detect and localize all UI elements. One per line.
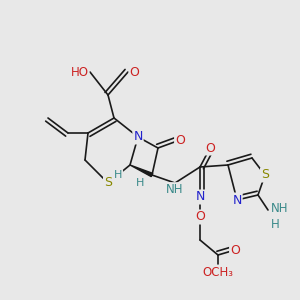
Text: H: H xyxy=(114,170,122,180)
Text: NH: NH xyxy=(271,202,289,215)
Text: O: O xyxy=(195,211,205,224)
Text: O: O xyxy=(130,65,140,79)
Text: N: N xyxy=(195,190,205,203)
Text: N: N xyxy=(133,130,143,143)
Text: N: N xyxy=(232,194,242,206)
Text: S: S xyxy=(104,176,112,190)
Text: H: H xyxy=(271,218,280,232)
Text: OCH₃: OCH₃ xyxy=(202,266,233,278)
Text: H: H xyxy=(136,178,144,188)
Text: O: O xyxy=(175,134,185,146)
Text: S: S xyxy=(261,169,269,182)
Text: O: O xyxy=(230,244,240,256)
Polygon shape xyxy=(130,165,153,177)
Text: HO: HO xyxy=(70,65,88,79)
Text: NH: NH xyxy=(166,183,184,196)
Text: O: O xyxy=(205,142,215,154)
